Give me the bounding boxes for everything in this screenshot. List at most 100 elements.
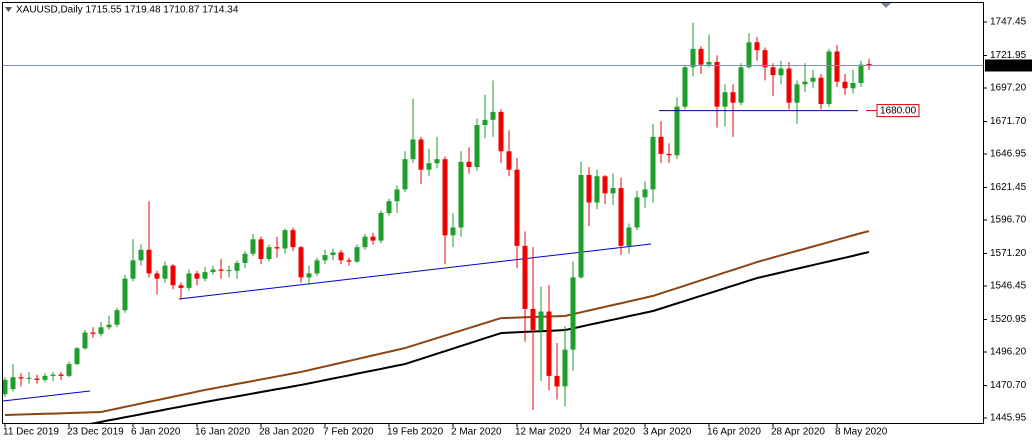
candle-body — [402, 159, 408, 190]
candle-body — [538, 311, 544, 330]
candle-body — [266, 247, 272, 260]
candle-body — [226, 270, 232, 272]
y-tick-label: 1496.20 — [990, 347, 1027, 358]
candle-body — [434, 159, 440, 164]
candle-body — [194, 273, 200, 279]
candle-body — [650, 136, 656, 190]
candle-body — [442, 159, 448, 236]
x-tick-label: 23 Dec 2019 — [67, 427, 124, 438]
candle-body — [346, 260, 352, 262]
candle-body — [746, 42, 752, 68]
candle-body — [322, 255, 328, 261]
trend-line — [178, 243, 652, 300]
y-tick-label: 1747.45 — [990, 17, 1027, 28]
candle-body — [58, 374, 64, 376]
candle-body — [202, 272, 208, 279]
candle-body — [786, 68, 792, 103]
ma-line — [4, 230, 870, 417]
x-tick-label: 8 May 2020 — [835, 427, 888, 438]
candle-body — [186, 273, 192, 288]
candle-body — [370, 236, 376, 241]
candle-body — [394, 189, 400, 202]
x-tick-label: 2 Mar 2020 — [451, 427, 502, 438]
y-tick-label: 1697.20 — [990, 83, 1027, 94]
candle-body — [682, 67, 688, 107]
y-tick-label: 1671.70 — [990, 116, 1027, 127]
candle-body — [274, 247, 280, 249]
candle-body — [690, 48, 696, 68]
candle-body — [42, 375, 48, 380]
candle-body — [314, 260, 320, 274]
ma-line — [89, 251, 870, 423]
y-tick-label: 1546.45 — [990, 281, 1027, 292]
candle-body — [754, 42, 760, 51]
candle-body — [586, 174, 592, 203]
candle-body — [178, 285, 184, 288]
candle-body — [386, 201, 392, 214]
candle-body — [162, 265, 168, 279]
candle-body — [626, 227, 632, 246]
candle-body — [594, 176, 600, 203]
candle-body — [338, 252, 344, 261]
candle-body — [658, 136, 664, 154]
candle-body — [290, 230, 296, 248]
candle-body — [602, 176, 608, 194]
candle-body — [722, 92, 728, 107]
candle-body — [426, 163, 432, 170]
plot-layer — [3, 22, 983, 423]
candle-body — [770, 67, 776, 76]
candle-body — [3, 379, 8, 395]
trend-line — [2, 390, 91, 402]
candle-body — [418, 139, 424, 170]
candle-body — [714, 61, 720, 107]
x-tick-label: 16 Jan 2020 — [195, 427, 250, 438]
candle-body — [458, 161, 464, 228]
candle-body — [210, 269, 216, 273]
candle-body — [834, 51, 840, 82]
candle-body — [154, 273, 160, 279]
candle-body — [258, 239, 264, 260]
y-tick-label: 1596.70 — [990, 215, 1027, 226]
candle-body — [218, 269, 224, 271]
y-tick-label: 1445.95 — [990, 413, 1027, 424]
candle-body — [250, 239, 256, 254]
candle-body — [410, 139, 416, 160]
candle-body — [18, 377, 24, 379]
candle-body — [810, 77, 816, 82]
current-price-label: 1714.34 — [988, 61, 1025, 72]
candle-body — [506, 151, 512, 170]
candle-body — [698, 48, 704, 65]
y-tick-label: 1470.70 — [990, 380, 1027, 391]
x-tick-label: 3 Apr 2020 — [643, 427, 692, 438]
candle-body — [482, 119, 488, 126]
candle-body — [354, 247, 360, 262]
candle-body — [234, 262, 240, 271]
shift-marker — [881, 3, 891, 8]
candle-body — [778, 68, 784, 76]
candle-body — [298, 247, 304, 278]
candle-body — [450, 227, 456, 236]
candle-body — [858, 64, 864, 84]
candle-body — [98, 327, 104, 334]
candle-body — [122, 278, 128, 311]
candle-body — [170, 265, 176, 286]
candle-body — [466, 161, 472, 168]
x-tick-label: 24 Mar 2020 — [579, 427, 636, 438]
symbol-icon — [5, 7, 12, 12]
candle-body — [818, 77, 824, 105]
candle-body — [10, 377, 16, 390]
y-tick-label: 1571.20 — [990, 248, 1027, 259]
candle-body — [730, 92, 736, 103]
candle-body — [578, 174, 584, 278]
x-tick-label: 6 Jan 2020 — [131, 427, 181, 438]
candle-body — [306, 273, 312, 278]
candle-body — [34, 378, 40, 380]
candle-body — [666, 153, 672, 156]
candle-body — [634, 197, 640, 228]
candle-body — [514, 169, 520, 246]
current-price-box — [985, 59, 1032, 72]
candle-body — [26, 377, 32, 379]
x-tick-label: 19 Feb 2020 — [387, 427, 444, 438]
y-tick-label: 1646.95 — [990, 149, 1027, 160]
